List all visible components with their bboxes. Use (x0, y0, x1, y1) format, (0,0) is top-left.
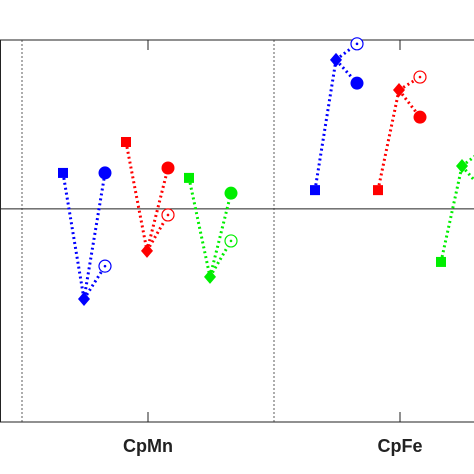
connector (82, 172, 107, 300)
marker-square (58, 167, 68, 178)
marker-open-circle (224, 234, 238, 248)
marker-dot (418, 75, 422, 79)
connector (376, 89, 401, 191)
marker-diamond (456, 159, 468, 174)
plot (0, 37, 474, 422)
connector (208, 240, 233, 278)
marker-open-circle (161, 208, 175, 222)
marker-square (310, 185, 320, 196)
marker-open-circle (98, 259, 112, 273)
marker-diamond (330, 52, 342, 67)
marker-square (121, 136, 131, 147)
marker-diamond (204, 269, 216, 284)
marker-square (184, 172, 194, 183)
connector (397, 89, 422, 119)
marker-dot (166, 213, 170, 217)
connector (82, 265, 107, 300)
marker-circle (224, 186, 238, 200)
connector (124, 141, 149, 252)
marker-circle (98, 166, 112, 180)
x-tick-label: CpFe (378, 436, 423, 456)
marker-diamond (78, 291, 90, 306)
marker-square (436, 256, 446, 267)
marker-open-circle (350, 37, 364, 51)
connector (187, 177, 212, 278)
connector (460, 165, 474, 183)
connector (313, 59, 338, 191)
connector (439, 165, 464, 263)
marker-dot (355, 42, 359, 46)
connector (145, 214, 170, 252)
marker-circle (161, 161, 175, 175)
marker-dot (229, 239, 233, 243)
connector (145, 167, 170, 252)
marker-diamond (141, 243, 153, 258)
marker-circle (350, 76, 364, 90)
connector (61, 172, 86, 300)
marker-square (373, 185, 383, 196)
marker-diamond (393, 83, 405, 98)
x-tick-label: CpMn (123, 436, 173, 456)
marker-circle (413, 110, 427, 124)
connector (208, 192, 233, 278)
marker-dot (103, 264, 107, 268)
marker-open-circle (413, 70, 427, 84)
